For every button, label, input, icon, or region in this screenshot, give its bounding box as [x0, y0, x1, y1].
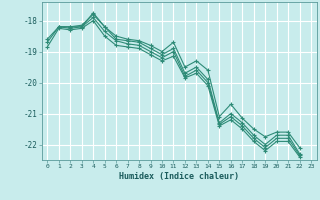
X-axis label: Humidex (Indice chaleur): Humidex (Indice chaleur)	[119, 172, 239, 181]
